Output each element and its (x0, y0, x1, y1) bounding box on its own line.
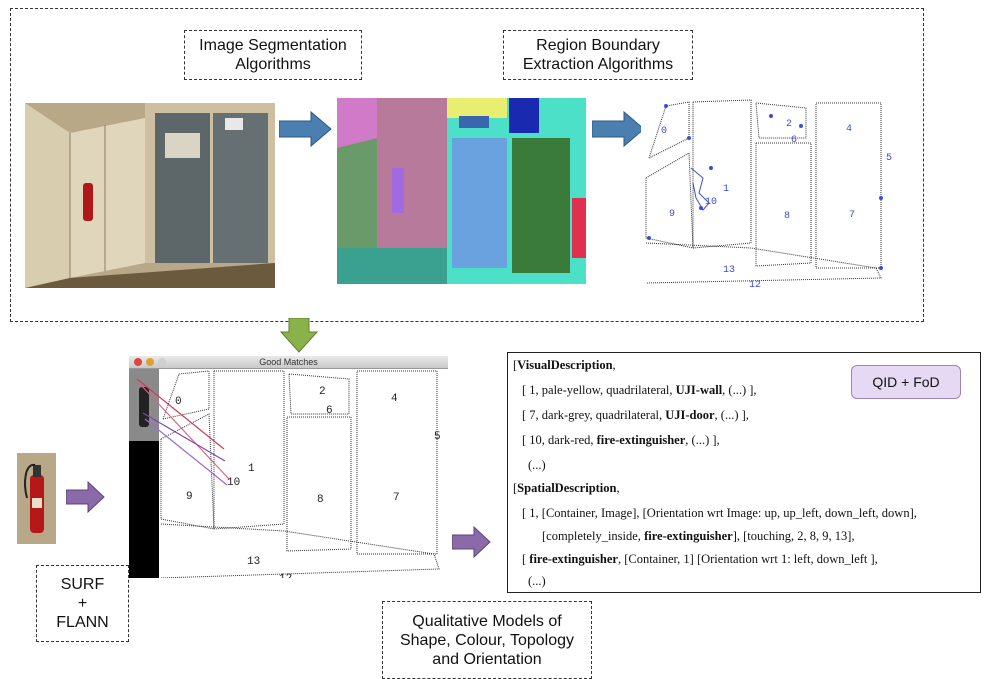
region-label-bottom: 6 (326, 405, 333, 417)
pipeline-container (10, 8, 924, 322)
region-label-bottom: 4 (391, 393, 398, 405)
region-label-top: 4 (846, 124, 852, 135)
region-label-bottom: 7 (393, 492, 400, 504)
arrow-down-to-matching (279, 318, 319, 353)
region-label-bottom: 8 (317, 494, 324, 506)
extinguisher-photo (17, 453, 56, 544)
close-window-button[interactable] (134, 358, 142, 366)
spatial-description-header: [SpatialDescription, (513, 481, 620, 495)
region-label-top: 10 (705, 197, 717, 208)
zoom-window-button[interactable] (158, 358, 166, 366)
qualitative-models-label: Qualitative Models of Shape, Colour, Top… (382, 601, 592, 679)
region-label-top: 6 (791, 135, 797, 146)
arrow-to-segmentation (279, 110, 332, 148)
boundary-image-top: 0 2 4 6 1 10 9 8 7 5 13 12 (641, 98, 893, 288)
region-label-top: 5 (886, 153, 892, 164)
region-label-bottom: 1 (248, 463, 255, 475)
region-label-bottom: 13 (247, 556, 260, 568)
arrow-to-boundaries (592, 110, 645, 148)
region-label-bottom: 2 (319, 386, 326, 398)
surf-flann-label: SURF + FLANN (36, 565, 129, 642)
region-label-top: 0 (661, 126, 667, 137)
segmentation-image (337, 98, 586, 284)
region-label-bottom: 5 (434, 431, 441, 443)
region-label-bottom: 10 (227, 477, 240, 489)
visual-row: [ 7, dark-grey, quadrilateral, UJI-door,… (522, 408, 749, 422)
arrow-to-matching (66, 481, 105, 513)
spatial-row: [ fire-extinguisher, [Container, 1] [Ori… (522, 552, 878, 566)
segmentation-label: Image Segmentation Algorithms (184, 30, 362, 80)
region-label-bottom: 0 (175, 396, 182, 408)
region-label-top: 7 (849, 210, 855, 221)
region-label-top: 12 (749, 280, 761, 288)
corridor-photo (25, 103, 275, 288)
region-label-top: 1 (723, 184, 729, 195)
minimize-window-button[interactable] (146, 358, 154, 366)
visual-row: [ 10, dark-red, fire-extinguisher, (...)… (522, 433, 720, 447)
good-matches-canvas: 0 2 4 6 1 10 9 8 7 5 13 12 (129, 369, 448, 578)
boundary-label: Region Boundary Extraction Algorithms (503, 30, 693, 80)
window-title: Good Matches (259, 357, 318, 367)
region-label-bottom: 12 (279, 573, 292, 578)
qid-fod-badge: QID + FoD (851, 365, 961, 399)
spatial-row: [completely_inside, fire-extinguisher], … (542, 529, 855, 543)
good-matches-titlebar: Good Matches (129, 356, 448, 369)
region-label-bottom: 9 (186, 491, 193, 503)
region-label-top: 13 (723, 265, 735, 276)
region-label-top: 8 (784, 211, 790, 222)
visual-row: [ 1, pale-yellow, quadrilateral, UJI-wal… (522, 383, 757, 397)
region-label-top: 2 (786, 119, 792, 130)
visual-description-header: [VisualDescription, (513, 358, 616, 372)
arrow-to-description (452, 526, 491, 558)
spatial-row: (...) (528, 574, 546, 588)
region-label-top: 9 (669, 209, 675, 220)
spatial-row: [ 1, [Container, Image], [Orientation wr… (522, 506, 917, 520)
visual-row: (...) (528, 458, 546, 472)
